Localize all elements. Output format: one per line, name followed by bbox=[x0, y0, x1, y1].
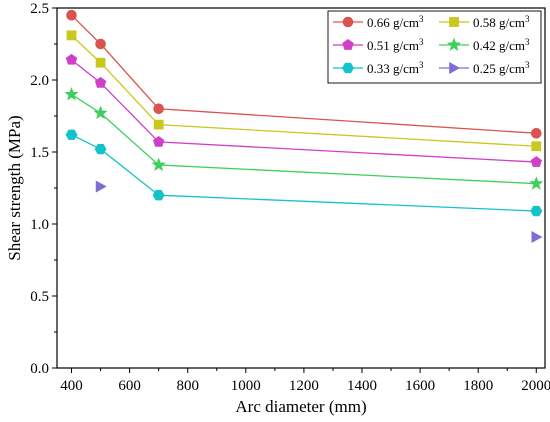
legend-item: 0.33 g/cm3 bbox=[333, 60, 424, 76]
data-point bbox=[531, 230, 543, 243]
data-point bbox=[153, 103, 164, 115]
x-tick-label: 400 bbox=[60, 378, 83, 394]
x-axis: 400 600 800 1000 1200 1400 1600 1800 2000 bbox=[60, 368, 550, 394]
legend-label-text: 0.51 g/cm bbox=[367, 38, 419, 53]
data-point bbox=[93, 105, 108, 120]
series-line bbox=[71, 59, 537, 163]
data-point bbox=[65, 53, 78, 65]
legend-label-text: 0.42 g/cm bbox=[473, 38, 525, 53]
legend-label: 0.51 g/cm3 bbox=[367, 37, 424, 53]
series-3 bbox=[64, 86, 544, 190]
x-tick-label: 2000 bbox=[521, 378, 550, 394]
series-4 bbox=[65, 129, 543, 217]
legend-marker bbox=[342, 39, 354, 50]
y-tick-label: 2.0 bbox=[30, 73, 49, 89]
legend-label-superscript: 3 bbox=[525, 14, 530, 24]
series-2 bbox=[65, 53, 542, 167]
y-axis: 0.0 0.5 1.0 1.5 2.0 2.5 bbox=[30, 1, 57, 377]
y-axis-label: Shear strength (MPa) bbox=[5, 115, 24, 260]
y-tick-label: 1.0 bbox=[30, 217, 49, 233]
data-point bbox=[66, 30, 77, 41]
legend-marker bbox=[342, 62, 354, 74]
data-point bbox=[529, 176, 544, 190]
y-tick-label: 0.5 bbox=[30, 289, 49, 305]
legend-box bbox=[327, 10, 542, 84]
legend-label-superscript: 3 bbox=[525, 60, 530, 70]
data-point bbox=[95, 180, 107, 193]
series-line bbox=[71, 34, 537, 147]
data-point bbox=[530, 156, 542, 167]
data-point bbox=[94, 76, 107, 88]
x-tick-label: 1600 bbox=[405, 378, 435, 394]
data-point bbox=[530, 205, 543, 217]
legend-item: 0.25 g/cm3 bbox=[439, 60, 530, 76]
series-line bbox=[71, 14, 537, 134]
data-point bbox=[66, 9, 77, 21]
data-point bbox=[94, 143, 107, 155]
legend-label: 0.42 g/cm3 bbox=[473, 37, 530, 53]
legend-marker bbox=[446, 37, 462, 52]
data-point bbox=[531, 141, 542, 152]
legend-label-superscript: 3 bbox=[419, 37, 424, 47]
legend-item: 0.66 g/cm3 bbox=[333, 14, 424, 30]
legend-label-superscript: 3 bbox=[419, 60, 424, 70]
series-0 bbox=[66, 9, 542, 139]
y-tick-label: 0.0 bbox=[30, 361, 49, 377]
legend-item: 0.51 g/cm3 bbox=[333, 37, 424, 53]
legend-label: 0.58 g/cm3 bbox=[473, 14, 530, 30]
x-tick-label: 600 bbox=[118, 378, 141, 394]
y-tick-label: 1.5 bbox=[30, 145, 49, 161]
legend-label: 0.66 g/cm3 bbox=[367, 14, 424, 30]
legend-label-superscript: 3 bbox=[525, 37, 530, 47]
legend-marker bbox=[449, 61, 461, 75]
legend-label-text: 0.66 g/cm bbox=[367, 15, 419, 30]
series-5 bbox=[95, 180, 543, 243]
x-tick-label: 1200 bbox=[289, 378, 319, 394]
x-tick-label: 1800 bbox=[463, 378, 493, 394]
data-point bbox=[65, 129, 78, 140]
legend-label: 0.25 g/cm3 bbox=[473, 60, 530, 76]
data-point bbox=[64, 86, 79, 101]
series-layer bbox=[64, 9, 544, 243]
legend-marker bbox=[449, 17, 459, 27]
legend-label-text: 0.33 g/cm bbox=[367, 61, 419, 76]
legend-marker bbox=[342, 16, 354, 28]
x-tick-label: 1000 bbox=[231, 378, 261, 394]
y-tick-label: 2.5 bbox=[30, 1, 49, 17]
series-1 bbox=[66, 30, 542, 152]
legend-item: 0.58 g/cm3 bbox=[439, 14, 530, 30]
data-point bbox=[530, 127, 542, 139]
x-tick-label: 1400 bbox=[347, 378, 377, 394]
legend-label-superscript: 3 bbox=[419, 14, 424, 24]
legend-label-text: 0.25 g/cm bbox=[473, 61, 525, 76]
data-point bbox=[151, 157, 166, 171]
data-point bbox=[95, 57, 106, 68]
series-line bbox=[71, 134, 537, 212]
data-point bbox=[152, 190, 165, 201]
x-tick-label: 800 bbox=[176, 378, 199, 394]
data-point bbox=[152, 135, 165, 147]
data-point bbox=[153, 119, 164, 130]
legend-label-text: 0.58 g/cm bbox=[473, 15, 525, 30]
series-line bbox=[71, 93, 537, 185]
data-point bbox=[95, 38, 106, 50]
legend-item: 0.42 g/cm3 bbox=[439, 37, 530, 53]
legend-label: 0.33 g/cm3 bbox=[367, 60, 424, 76]
x-axis-label: Arc diameter (mm) bbox=[235, 397, 366, 416]
